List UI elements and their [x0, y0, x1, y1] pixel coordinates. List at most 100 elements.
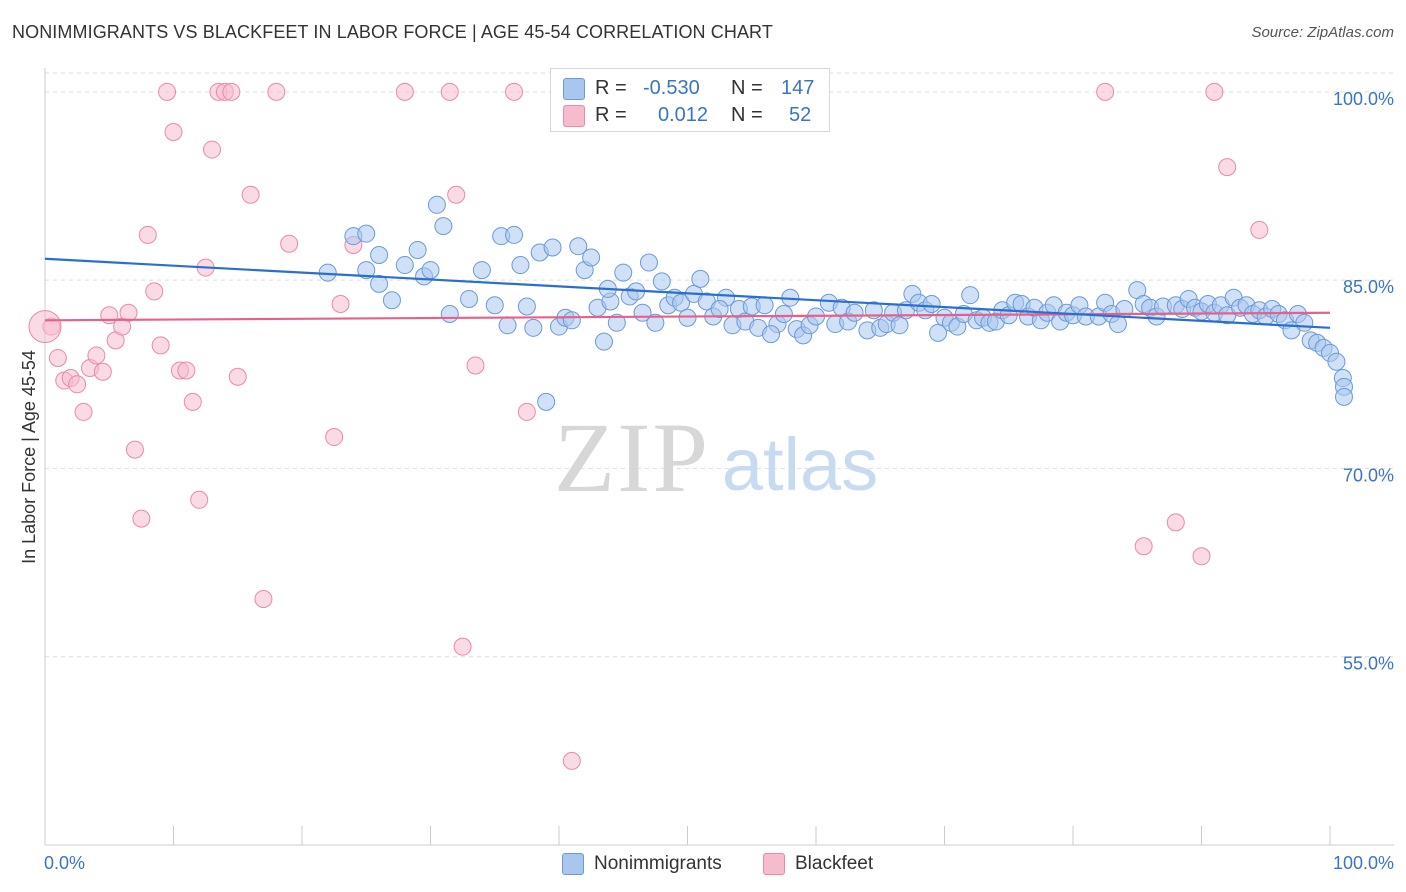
- blackfeet-point: [440, 82, 459, 101]
- nonimmigrants-point: [370, 246, 389, 265]
- nonimmigrants-point: [639, 253, 658, 272]
- nonimmigrants-point: [691, 269, 710, 288]
- nonimmigrants-point: [517, 297, 536, 316]
- blackfeet-point: [87, 346, 106, 365]
- y-tick-label: 85.0%: [1343, 277, 1394, 297]
- nonimmigrants-points: [318, 195, 1353, 411]
- blackfeet-points: [28, 82, 1269, 770]
- nonimmigrants-trend-line: [44, 257, 1331, 329]
- blackfeet-point: [331, 294, 350, 313]
- nonimmigrants-point: [537, 392, 556, 411]
- nonimmigrants-point: [646, 313, 665, 332]
- nonimmigrants-point: [421, 261, 440, 280]
- nonimmigrants-point: [1335, 387, 1353, 406]
- nonimmigrants-point: [710, 299, 729, 318]
- legend-row-nonimmigrants: R = -0.530 N = 147: [563, 75, 823, 101]
- blackfeet-point: [132, 509, 151, 528]
- nonimmigrants-point: [582, 248, 601, 267]
- nonimmigrants-point: [1108, 315, 1127, 334]
- nonimmigrants-point: [569, 237, 588, 256]
- blackfeet-point: [1134, 537, 1153, 556]
- nonimmigrants-point: [890, 316, 909, 335]
- blackfeet-point: [151, 336, 170, 355]
- nonimmigrants-point: [485, 296, 504, 315]
- blackfeet-point: [1166, 513, 1185, 532]
- blackfeet-point: [241, 185, 260, 204]
- legend-row-blackfeet: R = 0.012 N = 52: [563, 102, 823, 128]
- watermark: ZIP atlas: [554, 402, 878, 513]
- blackfeet-point: [138, 225, 157, 244]
- legend-swatch-pink: [563, 105, 585, 127]
- axes: [44, 68, 1394, 846]
- legend-r-label: R =: [595, 104, 627, 126]
- nonimmigrants-point: [922, 294, 941, 313]
- nonimmigrants-point: [1327, 352, 1346, 371]
- y-tick-labels: 55.0% 70.0% 85.0% 100.0%: [1333, 89, 1394, 674]
- stats-legend: R = -0.530 N = 147 R = 0.012 N = 52: [550, 68, 830, 132]
- nonimmigrants-point: [434, 217, 453, 236]
- bottom-legend-label: Nonimmigrants: [594, 853, 722, 874]
- nonimmigrants-point: [672, 293, 691, 312]
- nonimmigrants-point: [633, 303, 652, 322]
- legend-n-value: 52: [789, 104, 812, 126]
- blackfeet-point: [505, 82, 524, 101]
- x-tick-label-min: 0.0%: [44, 853, 85, 873]
- nonimmigrants-point: [382, 291, 401, 310]
- nonimmigrants-point: [961, 286, 980, 305]
- legend-n-label: N =: [731, 104, 763, 126]
- legend-r-label: R =: [595, 77, 627, 99]
- nonimmigrants-point: [543, 238, 562, 257]
- blackfeet-point: [119, 303, 138, 322]
- blackfeet-point: [177, 361, 196, 380]
- y-axis-title: In Labor Force | Age 45-54: [19, 350, 39, 564]
- blackfeet-point: [466, 356, 485, 375]
- bottom-legend-swatch-pink: [763, 853, 785, 875]
- grid-lines: [45, 72, 1394, 658]
- blackfeet-trend-line: [44, 311, 1331, 322]
- nonimmigrants-point: [395, 256, 414, 275]
- nonimmigrants-point: [929, 323, 948, 342]
- blackfeet-point: [1096, 82, 1115, 101]
- blackfeet-point: [203, 140, 222, 159]
- x-tick-labels: 0.0% 100.0%: [44, 853, 1394, 873]
- blackfeet-point: [1192, 547, 1211, 566]
- blackfeet-point: [1205, 82, 1224, 101]
- legend-swatch-blue: [563, 78, 585, 100]
- blackfeet-point-large: [28, 310, 62, 344]
- blackfeet-point: [562, 751, 581, 770]
- y-tick-label: 55.0%: [1343, 654, 1394, 674]
- blackfeet-point: [93, 362, 112, 381]
- nonimmigrants-point: [408, 240, 427, 259]
- blackfeet-point: [267, 82, 286, 101]
- blackfeet-point: [325, 428, 344, 447]
- nonimmigrants-point: [755, 296, 774, 315]
- nonimmigrants-point: [460, 289, 479, 308]
- blackfeet-point: [145, 282, 164, 301]
- x-tick-label-max: 100.0%: [1333, 853, 1394, 873]
- nonimmigrants-point: [472, 261, 491, 280]
- nonimmigrants-point: [370, 274, 389, 293]
- legend-r-value: -0.530: [643, 77, 700, 99]
- nonimmigrants-point: [357, 261, 376, 280]
- nonimmigrants-point: [614, 263, 633, 282]
- nonimmigrants-point: [498, 316, 517, 335]
- nonimmigrants-point: [562, 311, 581, 330]
- nonimmigrants-point: [652, 272, 671, 291]
- blackfeet-point: [447, 185, 466, 204]
- legend-n-value: 147: [781, 77, 815, 99]
- trend-lines: [44, 257, 1331, 329]
- y-tick-label: 70.0%: [1343, 465, 1394, 485]
- source-label: Source: ZipAtlas.com: [1251, 24, 1394, 41]
- blackfeet-point: [395, 82, 414, 101]
- blackfeet-point: [254, 589, 273, 608]
- blackfeet-point: [183, 392, 202, 411]
- nonimmigrants-point: [845, 303, 864, 322]
- y-tick-label: 100.0%: [1333, 89, 1394, 109]
- blackfeet-point: [228, 367, 247, 386]
- nonimmigrants-point: [594, 332, 613, 351]
- bottom-legend-swatch-blue: [562, 853, 584, 875]
- bottom-legend-blackfeet: Blackfeet: [763, 852, 893, 876]
- blackfeet-point: [190, 490, 209, 509]
- blackfeet-point: [1250, 220, 1269, 239]
